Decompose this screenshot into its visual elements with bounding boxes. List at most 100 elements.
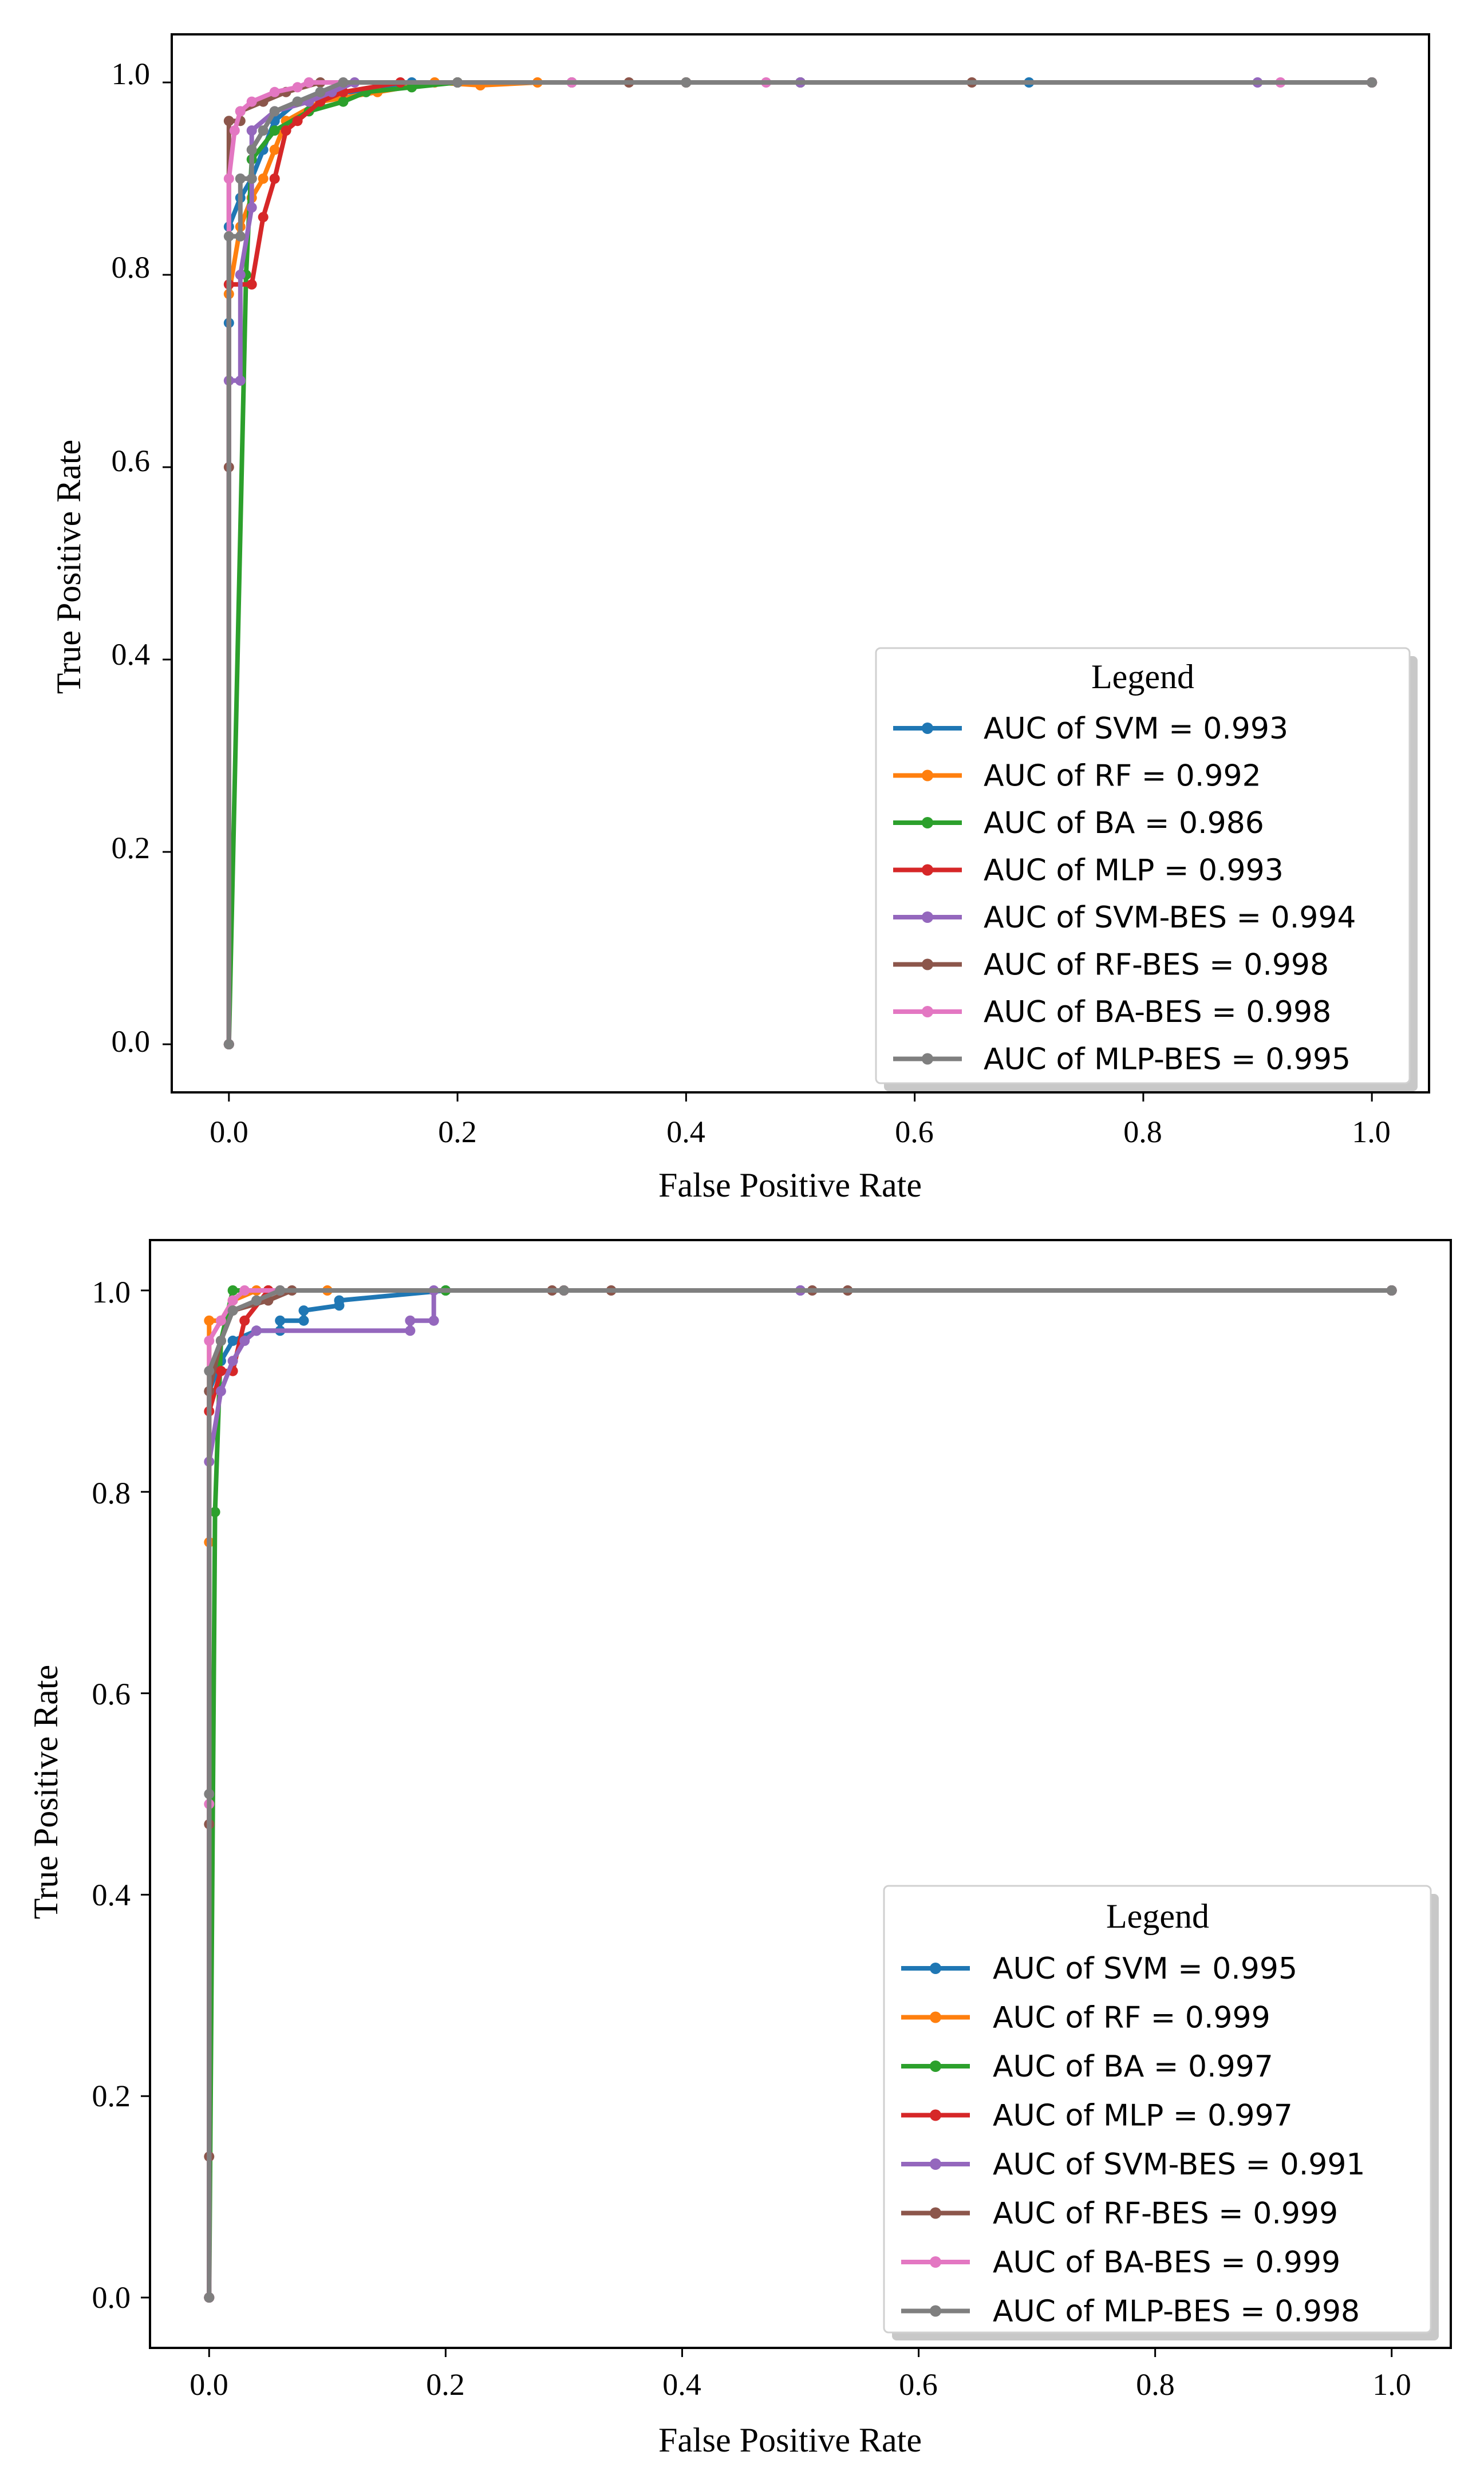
chart-2-legend-label: AUC of SVM-BES = 0.991 [993, 2148, 1365, 2182]
chart-1-data-point [681, 77, 692, 88]
chart-2-x-tick-label: 0.2 [426, 2367, 465, 2402]
chart-1-tick-marks [163, 81, 1373, 1102]
chart-1-legend-entries: AUC of SVM = 0.993 AUC of RF = 0.992 AUC o… [893, 712, 1356, 1077]
chart-2-data-point [215, 1365, 226, 1376]
chart-2-x-tick-label: 0.6 [899, 2367, 938, 2402]
chart-1-data-point [246, 173, 257, 184]
chart-1-data-point [223, 231, 234, 242]
chart-1-y-tick-label: 0.8 [112, 250, 151, 285]
chart-2-x-ticks: 0.0 0.2 0.4 0.6 0.8 1.0 [190, 2367, 1411, 2402]
chart-2-data-point [275, 1285, 286, 1296]
chart-2-data-point [405, 1325, 416, 1336]
chart-2-data-point [334, 1295, 345, 1306]
chart-2-legend-label: AUC of RF = 0.999 [993, 2001, 1270, 2035]
chart-1-x-tick-label: 0.6 [895, 1115, 934, 1149]
chart-2-legend-swatch-marker [930, 2109, 941, 2121]
chart-2-y-tick-label: 1.0 [92, 1275, 131, 1309]
chart-1-x-tick-label: 0.4 [666, 1115, 705, 1149]
chart-2-data-point [227, 1335, 238, 1346]
chart-2-legend-swatch-marker [930, 2011, 941, 2023]
chart-2-x-tick-label: 0.4 [662, 2367, 701, 2402]
chart-2-data-point [239, 1315, 250, 1326]
chart-2-legend-entry: AUC of SVM = 0.995 [901, 1952, 1297, 1986]
chart-2-x-axis-title: False Positive Rate [658, 2421, 922, 2459]
chart-2-series-8 [204, 1285, 1397, 2303]
chart-2-legend-entry: AUC of BA-BES = 0.999 [901, 2245, 1340, 2280]
chart-2-data-point [215, 1335, 226, 1346]
chart-1-legend-swatch-marker [922, 958, 933, 970]
chart-1-data-point [235, 270, 246, 280]
chart-1-data-point [269, 144, 280, 155]
chart-1-legend-swatch-marker [922, 1006, 933, 1017]
chart-2-legend-label: AUC of BA-BES = 0.999 [993, 2245, 1340, 2280]
chart-1-legend-box [875, 647, 1411, 1084]
chart-2-legend-entry: AUC of SVM-BES = 0.991 [901, 2148, 1365, 2182]
chart-1-series-8 [223, 77, 1378, 1049]
chart-2-y-tick-label: 0.2 [92, 2079, 131, 2113]
chart-1-legend-label: AUC of MLP-BES = 0.995 [984, 1043, 1351, 1077]
chart-1-legend-label: AUC of RF-BES = 0.998 [984, 948, 1329, 982]
chart-2-legend-swatch-marker [930, 2060, 941, 2072]
chart-1-legend-label: AUC of SVM-BES = 0.994 [984, 901, 1356, 935]
chart-2-data-point [204, 2292, 215, 2303]
chart-1-legend-swatch-marker [922, 1053, 933, 1065]
chart-1-data-point [315, 86, 326, 97]
chart-1-y-tick-label: 0.2 [112, 831, 151, 865]
chart-1-data-point [235, 375, 246, 386]
chart-2-data-point [298, 1305, 309, 1316]
chart-1-data-point [235, 106, 246, 117]
chart-2-y-tick-label: 0.0 [92, 2280, 131, 2315]
chart-1-legend-label: AUC of RF = 0.992 [984, 759, 1261, 794]
chart-2-legend-label: AUC of MLP = 0.997 [993, 2099, 1293, 2133]
chart-2-data-point [1386, 1285, 1397, 1296]
chart-2-legend-swatch-marker [930, 2305, 941, 2317]
chart-2-legend-label: AUC of BA = 0.997 [993, 2050, 1273, 2084]
chart-2-data-point [298, 1315, 309, 1326]
chart-1-data-point [246, 279, 257, 290]
chart-1-data-point [246, 96, 257, 107]
chart-1-data-point [338, 77, 349, 88]
chart-1-data-point [269, 125, 280, 136]
chart-2-data-point [210, 1507, 220, 1517]
chart-1-legend-swatch-marker [922, 864, 933, 876]
chart-2-tick-marks [141, 1289, 1393, 2357]
chart-1-y-tick-label: 1.0 [112, 57, 151, 91]
chart-1-x-tick-label: 0.2 [438, 1115, 477, 1149]
chart-1-legend-entry: AUC of SVM = 0.993 [893, 712, 1288, 746]
chart-1-data-point [292, 82, 303, 93]
chart-1-y-tick-label: 0.6 [112, 444, 151, 478]
chart-2-legend-swatch-marker [930, 2256, 941, 2268]
chart-1-legend-entry: AUC of RF = 0.992 [893, 759, 1261, 794]
chart-1-legend-label: AUC of MLP = 0.993 [984, 854, 1284, 888]
chart-2-legend-entry: AUC of RF-BES = 0.999 [901, 2197, 1338, 2231]
chart-1-data-point [258, 125, 269, 136]
chart-2-legend-entry: AUC of MLP = 0.997 [901, 2099, 1293, 2133]
chart-2-data-point [215, 1315, 226, 1326]
chart-2-data-point [227, 1285, 238, 1296]
chart-1-legend-entry: AUC of BA-BES = 0.998 [893, 995, 1331, 1029]
chart-2-legend-label: AUC of RF-BES = 0.999 [993, 2197, 1338, 2231]
chart-1-legend-swatch-marker [922, 769, 933, 781]
chart-1-legend: Legend AUC of SVM = 0.993 AUC of RF = 0.9… [875, 647, 1418, 1091]
chart-2-data-point [405, 1315, 416, 1326]
chart-2-legend-swatch-marker [930, 1963, 941, 1974]
chart-2-legend-entry: AUC of MLP-BES = 0.998 [901, 2295, 1360, 2329]
chart-2-data-point [204, 1365, 215, 1376]
chart-1-y-tick-label: 0.4 [112, 637, 151, 672]
chart-2-y-tick-label: 0.8 [92, 1476, 131, 1510]
chart-1-data-point [235, 231, 246, 242]
chart-1-series-line [226, 80, 1375, 1047]
chart-1-y-tick-label: 0.0 [112, 1024, 151, 1059]
chart-1-plot-frame [171, 33, 1430, 1094]
chart-1-legend-label: AUC of SVM = 0.993 [984, 712, 1288, 746]
chart-1-data-point [292, 116, 303, 127]
chart-2-y-tick-label: 0.6 [92, 1677, 131, 1711]
chart-2-data-point [239, 1285, 250, 1296]
chart-2-legend-entry: AUC of BA = 0.997 [901, 2050, 1273, 2084]
chart-2-data-point [227, 1305, 238, 1316]
chart-2-y-ticks: 1.0 0.8 0.6 0.4 0.2 0.0 [92, 1275, 131, 2315]
chart-1-x-tick-label: 0.0 [210, 1115, 248, 1149]
chart-2-data-point [251, 1295, 262, 1306]
chart-2-data-point [204, 1789, 215, 1799]
chart-2-data-point [227, 1356, 238, 1367]
